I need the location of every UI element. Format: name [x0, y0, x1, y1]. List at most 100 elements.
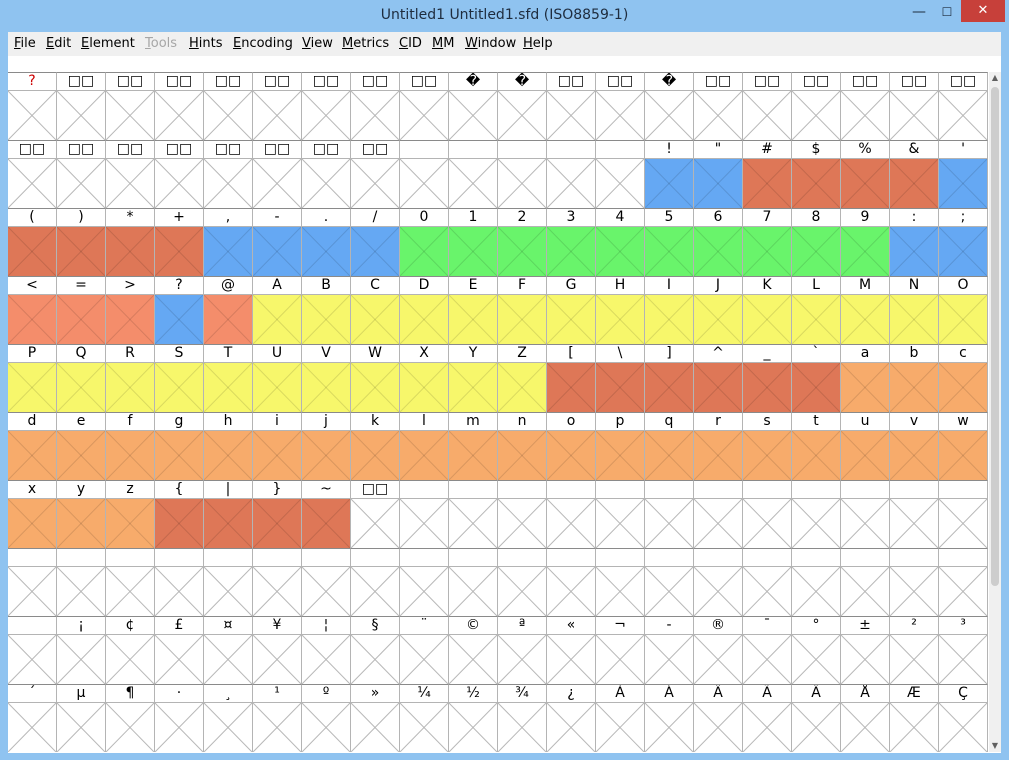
glyph-cell[interactable]: � [498, 72, 547, 140]
glyph-cell[interactable]: ½ [449, 684, 498, 752]
glyph-cell[interactable]: ª [498, 616, 547, 684]
glyph-cell[interactable] [645, 548, 694, 616]
glyph-cell[interactable]: Æ [890, 684, 939, 752]
glyph-cell[interactable]: E [449, 276, 498, 344]
glyph-cell[interactable]: 9 [841, 208, 890, 276]
glyph-cell[interactable]: y [57, 480, 106, 548]
glyph-cell[interactable]: 2 [498, 208, 547, 276]
glyph-cell[interactable]: □□ [204, 72, 253, 140]
glyph-cell[interactable]: » [351, 684, 400, 752]
glyph-cell[interactable]: □□ [253, 140, 302, 208]
glyph-cell[interactable]: 4 [596, 208, 645, 276]
glyph-cell[interactable]: □□ [106, 140, 155, 208]
glyph-cell[interactable]: □□ [547, 72, 596, 140]
scroll-thumb[interactable] [991, 87, 999, 586]
glyph-cell[interactable] [792, 548, 841, 616]
menu-tools[interactable]: Tools [145, 36, 177, 51]
glyph-cell[interactable]: □□ [302, 72, 351, 140]
glyph-cell[interactable]: ^ [694, 344, 743, 412]
glyph-cell[interactable]: ¡ [57, 616, 106, 684]
glyph-cell[interactable]: B [302, 276, 351, 344]
glyph-cell[interactable]: ° [792, 616, 841, 684]
glyph-cell[interactable]: c [939, 344, 988, 412]
glyph-cell[interactable]: @ [204, 276, 253, 344]
glyph-cell[interactable] [302, 548, 351, 616]
glyph-cell[interactable]: p [596, 412, 645, 480]
glyph-cell[interactable] [694, 480, 743, 548]
menu-cid[interactable]: CID [399, 36, 422, 51]
glyph-cell[interactable]: 5 [645, 208, 694, 276]
glyph-cell[interactable]: □□ [302, 140, 351, 208]
menu-window[interactable]: Window [465, 36, 516, 51]
glyph-cell[interactable]: ¢ [106, 616, 155, 684]
glyph-cell[interactable]: H [596, 276, 645, 344]
glyph-cell[interactable]: w [939, 412, 988, 480]
glyph-cell[interactable]: � [449, 72, 498, 140]
glyph-cell[interactable]: ¿ [547, 684, 596, 752]
glyph-cell[interactable] [841, 548, 890, 616]
glyph-cell[interactable]: □□ [841, 72, 890, 140]
glyph-cell[interactable]: □□ [253, 72, 302, 140]
glyph-cell[interactable]: □□ [351, 140, 400, 208]
minimize-button[interactable]: — [912, 4, 926, 20]
glyph-cell[interactable] [106, 548, 155, 616]
glyph-cell[interactable]: . [302, 208, 351, 276]
glyph-cell[interactable]: - [253, 208, 302, 276]
glyph-cell[interactable]: ` [792, 344, 841, 412]
glyph-cell[interactable]: ¶ [106, 684, 155, 752]
glyph-cell[interactable] [547, 548, 596, 616]
glyph-cell[interactable] [498, 548, 547, 616]
glyph-cell[interactable]: □□ [155, 140, 204, 208]
glyph-cell[interactable]: j [302, 412, 351, 480]
menu-help[interactable]: Help [523, 36, 553, 51]
glyph-cell[interactable] [596, 548, 645, 616]
glyph-cell[interactable]: ¯ [743, 616, 792, 684]
glyph-cell[interactable]: ? [155, 276, 204, 344]
glyph-cell[interactable]: G [547, 276, 596, 344]
glyph-cell[interactable]: [ [547, 344, 596, 412]
glyph-cell[interactable]: □□ [106, 72, 155, 140]
glyph-cell[interactable]: ? [8, 72, 57, 140]
glyph-cell[interactable]: o [547, 412, 596, 480]
glyph-cell[interactable]: ~ [302, 480, 351, 548]
glyph-cell[interactable] [449, 140, 498, 208]
glyph-cell[interactable]: □□ [596, 72, 645, 140]
glyph-cell[interactable]: u [841, 412, 890, 480]
glyph-cell[interactable]: □□ [351, 72, 400, 140]
glyph-cell[interactable]: / [351, 208, 400, 276]
glyph-cell[interactable]: Â [694, 684, 743, 752]
glyph-cell[interactable]: % [841, 140, 890, 208]
glyph-cell[interactable]: © [449, 616, 498, 684]
glyph-cell[interactable]: 6 [694, 208, 743, 276]
glyph-cell[interactable]: & [890, 140, 939, 208]
glyph-cell[interactable] [890, 480, 939, 548]
glyph-cell[interactable]: ' [939, 140, 988, 208]
glyph-cell[interactable]: □□ [351, 480, 400, 548]
glyph-cell[interactable]: X [400, 344, 449, 412]
glyph-cell[interactable]: ¨ [400, 616, 449, 684]
glyph-cell[interactable]: T [204, 344, 253, 412]
glyph-cell[interactable] [8, 548, 57, 616]
glyph-cell[interactable]: - [645, 616, 694, 684]
glyph-cell[interactable] [351, 548, 400, 616]
glyph-cell[interactable] [547, 480, 596, 548]
glyph-cell[interactable] [253, 548, 302, 616]
glyph-cell[interactable]: b [890, 344, 939, 412]
glyph-cell[interactable]: ( [8, 208, 57, 276]
glyph-cell[interactable]: { [155, 480, 204, 548]
glyph-cell[interactable] [743, 480, 792, 548]
glyph-cell[interactable]: ¹ [253, 684, 302, 752]
glyph-cell[interactable]: N [890, 276, 939, 344]
glyph-cell[interactable]: M [841, 276, 890, 344]
glyph-cell[interactable]: Z [498, 344, 547, 412]
glyph-cell[interactable]: l [400, 412, 449, 480]
glyph-cell[interactable]: ¥ [253, 616, 302, 684]
glyph-cell[interactable]: h [204, 412, 253, 480]
glyph-cell[interactable]: i [253, 412, 302, 480]
glyph-cell[interactable]: ¦ [302, 616, 351, 684]
glyph-cell[interactable]: □□ [743, 72, 792, 140]
glyph-cell[interactable]: S [155, 344, 204, 412]
glyph-cell[interactable]: ³ [939, 616, 988, 684]
glyph-cell[interactable]: < [8, 276, 57, 344]
glyph-cell[interactable]: g [155, 412, 204, 480]
